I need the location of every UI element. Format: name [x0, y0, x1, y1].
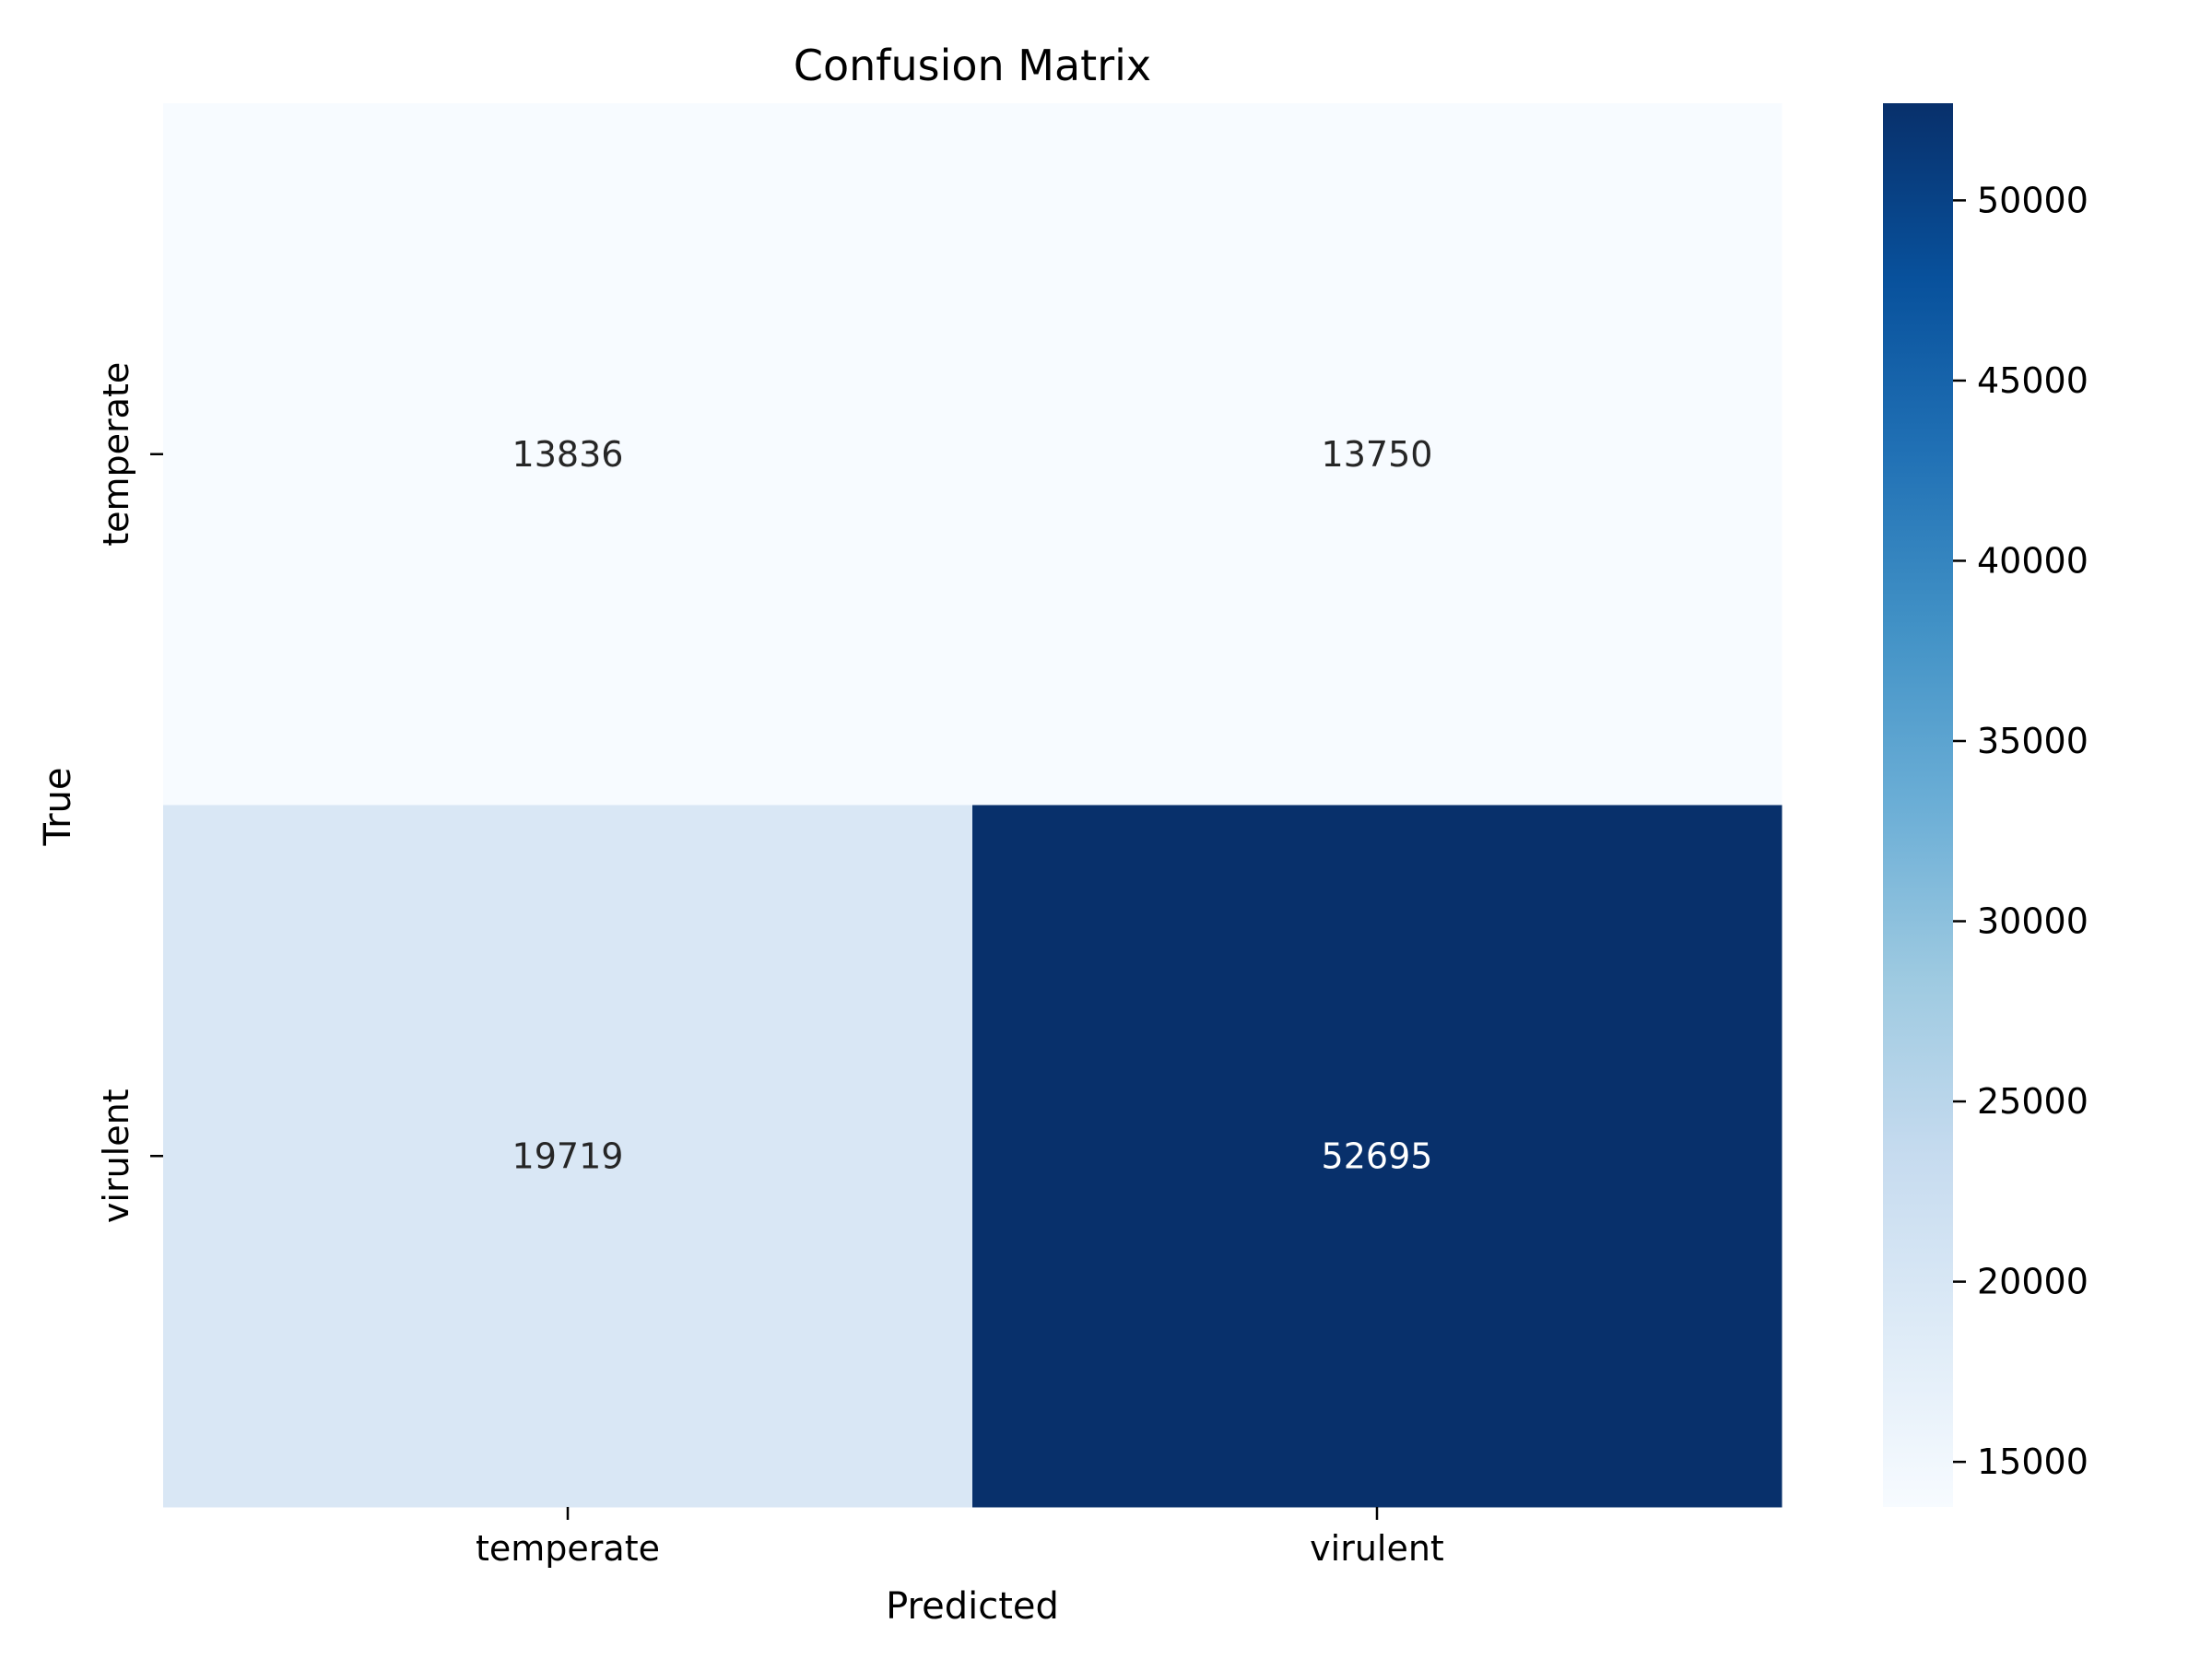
y-tick-label-1: virulent [96, 1088, 136, 1223]
cell-annotations: 13836 13750 19719 52695 [512, 434, 1433, 1177]
cell-0-0 [163, 103, 973, 806]
x-axis-ticks: temperate virulent [476, 1507, 1444, 1569]
colorbar-ticks: 15000 20000 25000 30000 35000 40000 45000 50000 [1953, 180, 2088, 1482]
y-axis-ticks: temperate virulent [96, 362, 163, 1223]
colorbar-tick-label-1: 20000 [1977, 1262, 2088, 1302]
x-tick-label-0: temperate [476, 1528, 660, 1569]
colorbar-tick-label-4: 35000 [1977, 721, 2088, 761]
colorbar-tick-label-5: 40000 [1977, 540, 2088, 581]
y-tick-label-0: temperate [96, 362, 136, 547]
y-axis-label: True [37, 768, 79, 847]
colorbar-gradient [1883, 103, 1953, 1507]
cell-value-0-0: 13836 [512, 434, 624, 475]
cell-0-1 [972, 103, 1783, 806]
cell-value-1-1: 52695 [1322, 1135, 1433, 1176]
colorbar-tick-label-0: 15000 [1977, 1441, 2088, 1482]
x-axis-label: Predicted [886, 1585, 1059, 1628]
chart-title: Confusion Matrix [794, 41, 1151, 90]
colorbar-tick-label-2: 25000 [1977, 1081, 2088, 1122]
colorbar-tick-label-3: 30000 [1977, 901, 2088, 942]
colorbar-tick-label-7: 50000 [1977, 180, 2088, 220]
cell-1-1 [972, 805, 1783, 1508]
cell-1-0 [163, 805, 973, 1508]
x-tick-label-1: virulent [1310, 1528, 1444, 1569]
colorbar-tick-label-6: 45000 [1977, 360, 2088, 401]
colorbar: 15000 20000 25000 30000 35000 40000 45000 50000 [1883, 103, 2088, 1507]
cell-value-0-1: 13750 [1322, 434, 1433, 475]
cell-value-1-0: 19719 [512, 1135, 624, 1176]
heatmap-cells [163, 103, 1783, 1508]
